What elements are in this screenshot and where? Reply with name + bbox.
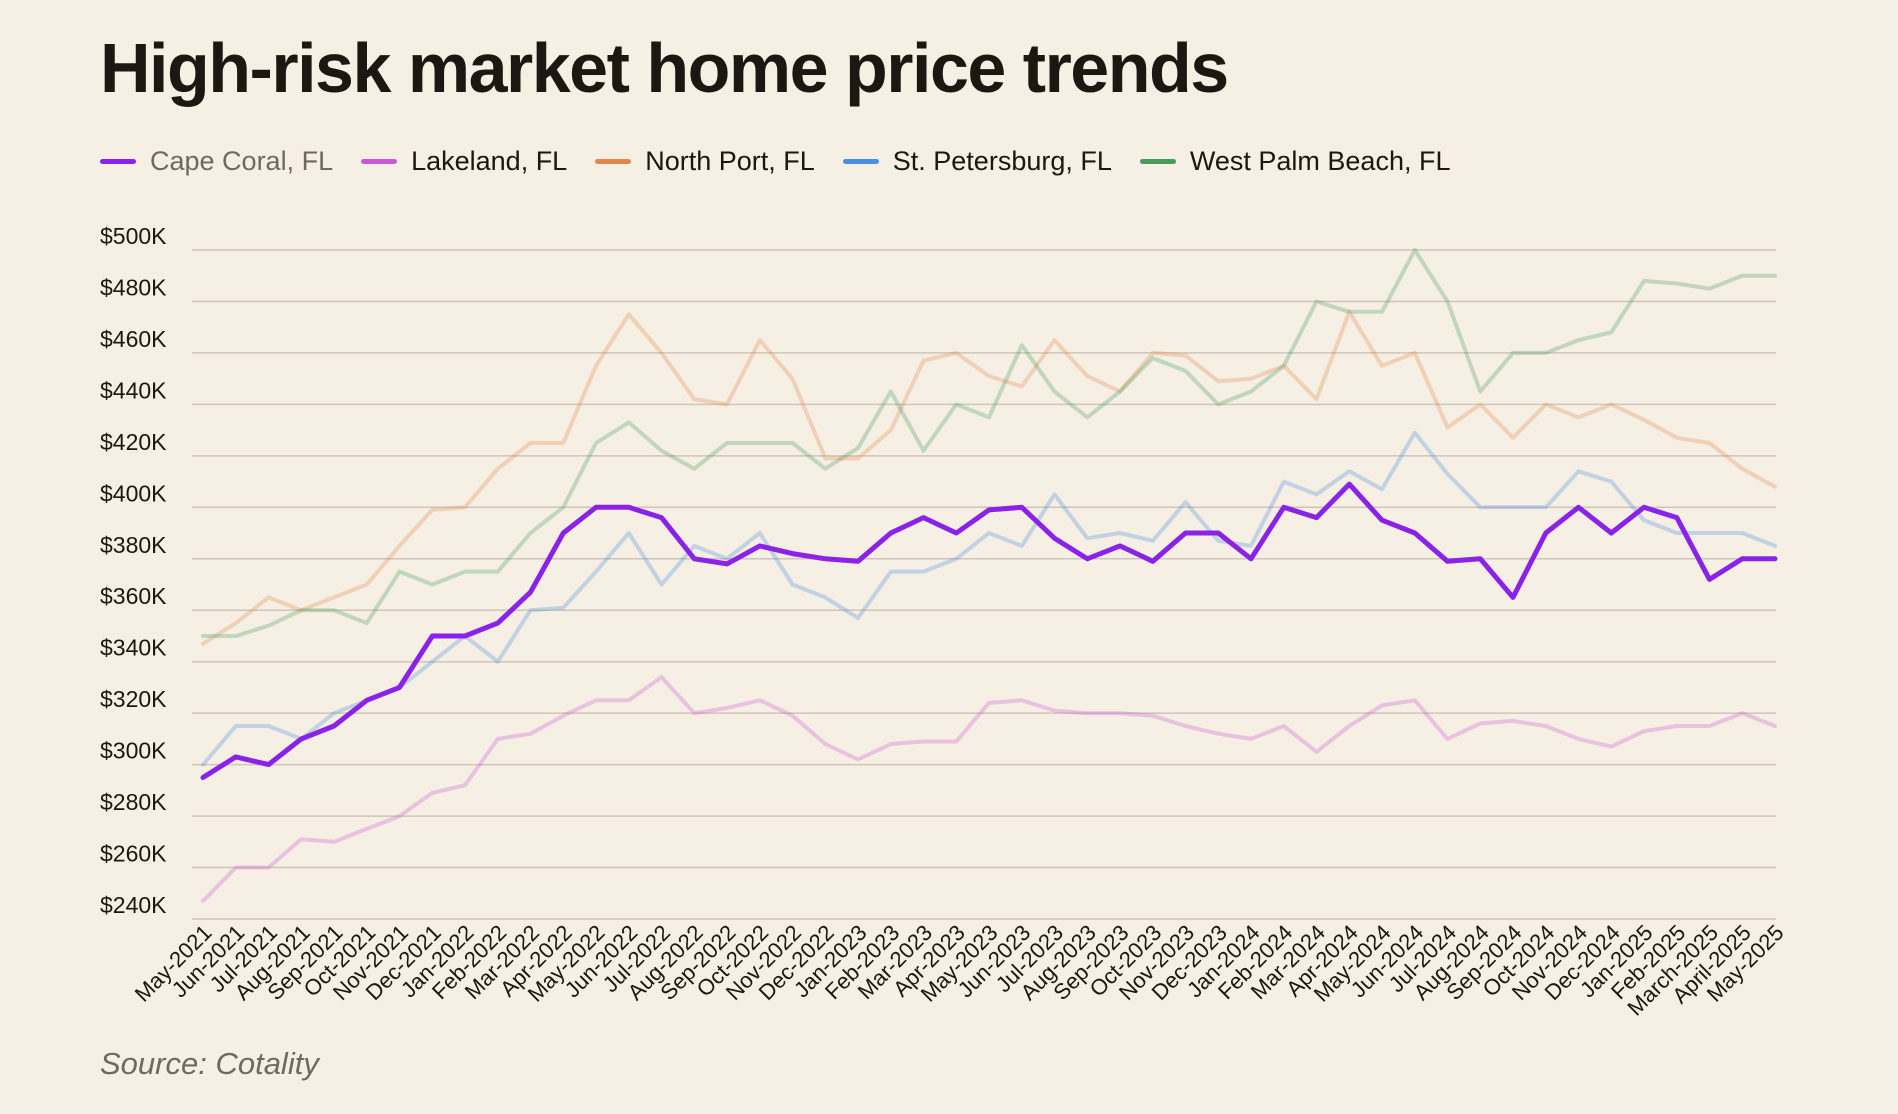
series-line-west-palm-beach-fl[interactable] xyxy=(201,248,1777,638)
gridlines xyxy=(192,249,1776,920)
legend-swatch-cape-coral xyxy=(100,159,136,164)
series-line-lakeland-fl[interactable] xyxy=(201,675,1777,903)
legend-item-st-petersburg[interactable]: St. Petersburg, FL xyxy=(842,146,1112,177)
series-line-cape-coral-fl[interactable] xyxy=(200,481,1778,780)
y-tick-label: $240K xyxy=(100,892,167,918)
legend-swatch-west-palm-beach xyxy=(1139,159,1176,164)
y-tick-label: $280K xyxy=(100,789,167,815)
legend: Cape Coral, FL Lakeland, FL North Port, … xyxy=(100,146,1450,177)
legend-label-st-petersburg: St. Petersburg, FL xyxy=(892,146,1112,176)
legend-item-lakeland[interactable]: Lakeland, FL xyxy=(361,146,567,177)
series-line-north-port-fl[interactable] xyxy=(201,309,1777,646)
series-line-st-petersburg-fl[interactable] xyxy=(201,430,1777,767)
legend-label-west-palm-beach: West Palm Beach, FL xyxy=(1189,146,1451,176)
y-tick-label: $440K xyxy=(100,377,167,403)
legend-swatch-lakeland xyxy=(361,159,398,164)
legend-label-cape-coral: Cape Coral, FL xyxy=(150,146,334,176)
y-tick-label: $420K xyxy=(100,429,167,455)
legend-label-north-port: North Port, FL xyxy=(645,146,815,176)
legend-item-north-port[interactable]: North Port, FL xyxy=(595,146,815,177)
y-tick-label: $500K xyxy=(100,223,167,249)
y-axis: $240K $260K $280K $300K $320K $340K $360K $380K… xyxy=(100,223,167,918)
source-note: Source: Cotality xyxy=(100,1046,319,1081)
y-tick-label: $400K xyxy=(100,480,167,506)
legend-item-west-palm-beach[interactable]: West Palm Beach, FL xyxy=(1139,146,1451,177)
y-tick-label: $380K xyxy=(100,532,167,558)
chart-title: High-risk market home price trends xyxy=(100,29,1229,107)
legend-item-cape-coral[interactable]: Cape Coral, FL xyxy=(100,146,333,177)
legend-label-lakeland: Lakeland, FL xyxy=(411,146,568,176)
y-tick-label: $340K xyxy=(100,635,167,661)
y-tick-label: $360K xyxy=(100,583,167,609)
legend-swatch-north-port xyxy=(595,159,632,164)
x-axis: May-2021Jun-2021Jul-2021Aug-2021Sep-2021… xyxy=(130,920,1789,1021)
y-tick-label: $460K xyxy=(100,326,167,352)
legend-swatch-st-petersburg xyxy=(842,159,879,164)
y-tick-label: $320K xyxy=(100,686,167,712)
series-lines xyxy=(200,248,1778,903)
y-tick-label: $480K xyxy=(100,274,167,300)
y-tick-label: $300K xyxy=(100,738,167,764)
y-tick-label: $260K xyxy=(100,841,167,867)
